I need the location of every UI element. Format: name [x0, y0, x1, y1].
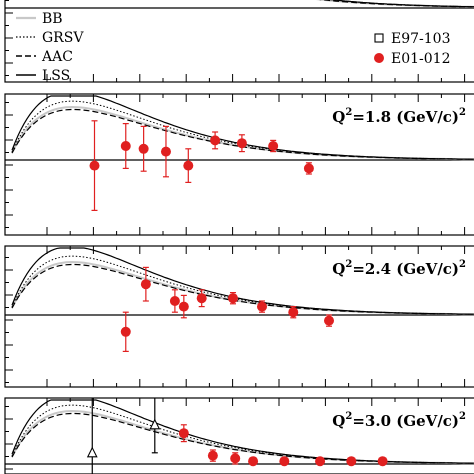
data-point	[169, 296, 180, 306]
curve-lss	[11, 399, 474, 464]
legend-label-e01-012: E01-012	[391, 51, 451, 67]
curve-lss	[11, 247, 474, 315]
data-point	[120, 141, 131, 151]
legend-label-aac: AAC	[41, 49, 73, 65]
data-point	[324, 315, 334, 326]
panel-frame	[4, 245, 474, 388]
data-point	[303, 163, 314, 174]
data-point	[279, 456, 290, 467]
data-point	[257, 301, 267, 312]
data-point	[160, 146, 171, 157]
theory-curves	[11, 247, 474, 316]
data-point	[196, 293, 207, 304]
data-point	[268, 141, 279, 151]
data-point	[183, 160, 194, 171]
series-e01-012	[120, 266, 334, 352]
data-point	[138, 143, 149, 154]
data-point	[149, 418, 161, 430]
data-point	[86, 446, 98, 458]
q2-label: Q2=2.4 (GeV/c)2	[332, 259, 466, 278]
legend-marker-e97-103	[374, 33, 384, 43]
data-point	[210, 135, 221, 146]
panel-frame	[4, 0, 474, 83]
theory-curves	[11, 399, 474, 465]
legend-marker-e01-012	[374, 53, 384, 63]
curve-bb	[315, 0, 474, 8]
legend-label-bb: BB	[42, 11, 63, 27]
data-point	[230, 453, 241, 464]
data-point	[227, 293, 238, 304]
data-point	[346, 456, 357, 467]
model-legend: BB GRSV AAC LSS	[16, 11, 84, 84]
data-point	[140, 279, 151, 290]
data-point	[248, 456, 259, 467]
theory-curves	[315, 0, 474, 8]
theory-curves	[11, 95, 474, 161]
data-point	[377, 456, 388, 467]
legend-label-lss: LSS	[42, 68, 70, 84]
series-e01-012	[178, 424, 388, 467]
data-point	[120, 326, 131, 337]
series-e01-012	[89, 120, 314, 211]
panel-1	[4, 0, 474, 83]
data-point	[288, 307, 299, 318]
series-e97-103	[86, 398, 161, 474]
panel-frame	[4, 397, 474, 474]
data-point	[178, 301, 189, 312]
panel-4: Q2=3.0 (GeV/c)2	[4, 397, 474, 474]
legend-label-grsv: GRSV	[42, 30, 84, 46]
legend-label-e97-103: E97-103	[391, 31, 451, 47]
q2-label: Q2=1.8 (GeV/c)2	[332, 107, 466, 126]
curve-lss	[11, 95, 474, 160]
data-point	[236, 138, 247, 149]
q2-label: Q2=3.0 (GeV/c)2	[332, 411, 466, 430]
panel-3: Q2=2.4 (GeV/c)2	[4, 245, 474, 388]
data-point	[89, 160, 100, 171]
panel-2: Q2=1.8 (GeV/c)2	[4, 93, 474, 236]
data-point	[315, 456, 326, 467]
curve-lss	[329, 0, 474, 8]
data-point	[207, 450, 218, 461]
data-legend: E97-103 E01-012	[374, 31, 451, 67]
data-point	[178, 428, 189, 439]
